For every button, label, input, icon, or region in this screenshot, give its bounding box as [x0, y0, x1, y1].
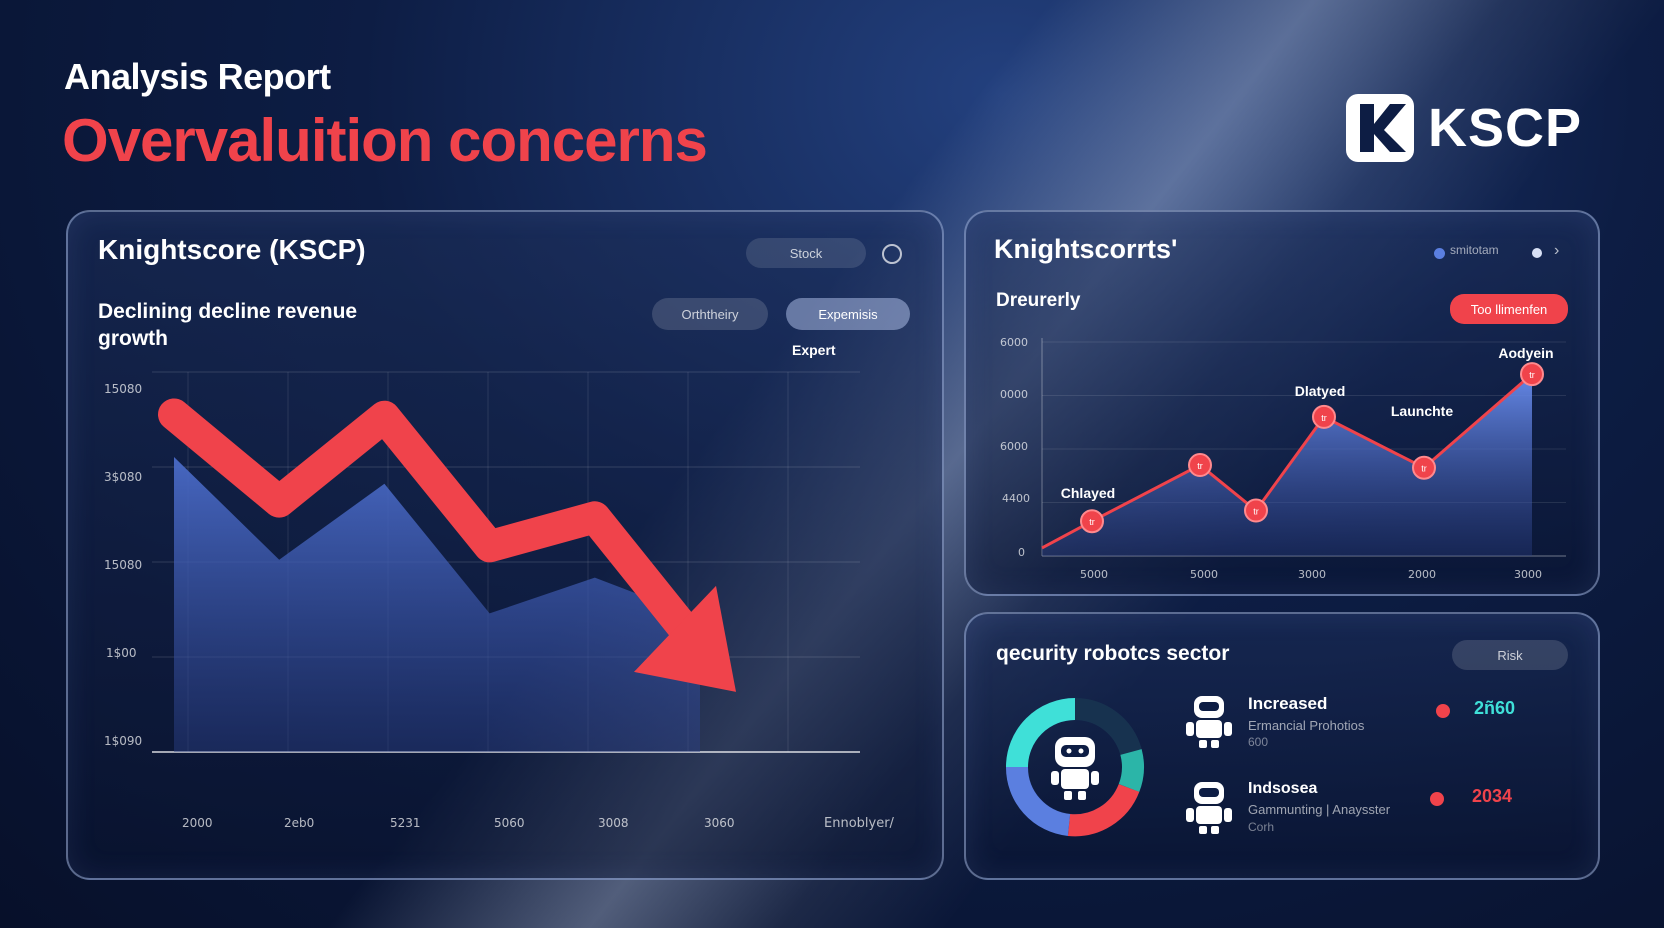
data-point-label: tr	[1253, 507, 1259, 517]
logo-text: KSCP	[1428, 98, 1583, 158]
item-value: 2ñ60	[1474, 698, 1516, 718]
risk-chip-label: Risk	[1497, 647, 1523, 663]
y-tick: 6000	[1000, 440, 1028, 453]
kscp-revenue-panel: Knightscore (KSCP) Stock Declining decli…	[66, 210, 944, 880]
section-label: Dreurerly	[996, 290, 1081, 311]
item-subtitle: 600	[1248, 735, 1269, 749]
x-tick: 3000	[1514, 568, 1542, 581]
sector-donut-chart	[1005, 698, 1144, 837]
data-point	[1520, 362, 1544, 387]
area-series	[1042, 374, 1532, 556]
subtitle-line-2: growth	[98, 327, 168, 350]
toggle-expemisis[interactable]: Expemisis	[786, 298, 910, 330]
toggle-orththeiry[interactable]: Orththeiry	[652, 298, 768, 330]
x-tick: 3008	[598, 816, 629, 830]
data-point	[1412, 455, 1436, 480]
x-tick: 2eb0	[284, 816, 315, 830]
stock-chip[interactable]: Stock	[746, 238, 866, 268]
y-tick: 1$090	[104, 734, 143, 748]
chart-annotation: Aodyein	[1498, 345, 1553, 361]
alert-badge-label: Too llimenfen	[1470, 301, 1548, 317]
chart-annotation: Dlatyed	[1295, 383, 1346, 399]
y-tick: 6000	[1000, 336, 1028, 349]
subtitle-line-1: Declining decline revenue	[98, 300, 358, 323]
data-point	[1188, 453, 1212, 478]
item-subtitle: Gammunting | Anaysster	[1248, 802, 1391, 817]
kscp-logo: KSCP	[1346, 94, 1582, 162]
item-value: 2034	[1472, 786, 1513, 806]
y-tick: 1$00	[106, 646, 137, 660]
report-kicker: Analysis Report	[64, 56, 331, 97]
status-dot-icon	[1436, 704, 1450, 718]
data-point	[1312, 404, 1336, 429]
risk-chip[interactable]: Risk	[1452, 640, 1568, 670]
robot-icon	[1186, 782, 1232, 834]
logo-k-icon	[1346, 94, 1414, 162]
item-title: Increased	[1248, 694, 1328, 713]
chevron-right-icon[interactable]: ›	[1554, 242, 1560, 259]
report-title: Overvaluition concerns	[62, 107, 708, 174]
toggle-orththeiry-label: Orththeiry	[681, 306, 739, 322]
item-subtitle: Corh	[1248, 820, 1275, 834]
y-tick: 3$080	[104, 470, 143, 484]
data-point	[1080, 509, 1104, 534]
data-point-label: tr	[1321, 413, 1327, 423]
data-point	[1244, 498, 1268, 523]
x-tick: 2000	[182, 816, 213, 830]
chart-annotation: Chlayed	[1061, 485, 1115, 501]
data-point-label: tr	[1421, 464, 1427, 474]
stock-chip-label: Stock	[789, 245, 823, 261]
data-point-label: tr	[1529, 370, 1535, 380]
chart-annotation: Launchte	[1391, 403, 1453, 419]
donut-segment	[1118, 749, 1144, 792]
donut-segment	[1006, 698, 1076, 768]
alert-badge[interactable]: Too llimenfen	[1450, 294, 1568, 324]
trend-arrow-line	[158, 398, 706, 652]
security-robotics-panel: qecurity robotcs sector Risk Inc	[964, 612, 1600, 880]
status-dot-icon	[1430, 792, 1444, 806]
sector-item[interactable]: Indsosea Gammunting | Anaysster Corh 203…	[1182, 778, 1572, 844]
area-series	[174, 456, 700, 752]
x-tick: Ennoblyer/	[824, 816, 894, 831]
x-tick: 5000	[1190, 568, 1218, 581]
y-tick: 15080	[104, 558, 143, 572]
y-tick: 15080	[104, 382, 143, 396]
donut-segment	[1067, 783, 1140, 837]
line-chart: tr tr tr tr tr tr Chlayed Dlatyed Launchte Aodyei…	[1041, 338, 1566, 557]
expert-label: Expert	[792, 342, 836, 358]
item-title: Indsosea	[1248, 780, 1318, 797]
panel-title: qecurity robotcs sector	[996, 642, 1230, 665]
knightscorrts-panel: Knightscorrts' smitotam › Dreurerly Too …	[964, 210, 1600, 596]
chart-subtitle: Declining decline revenue growth	[98, 298, 357, 352]
x-tick: 3000	[1298, 568, 1326, 581]
donut-segment	[1005, 766, 1071, 836]
legend-dot-icon	[1532, 248, 1542, 258]
y-tick: 4400	[1002, 492, 1030, 505]
x-tick: 3060	[704, 816, 735, 830]
y-tick: 0000	[1000, 388, 1028, 401]
data-point-label: tr	[1197, 461, 1203, 471]
x-tick: 5231	[390, 816, 421, 830]
settings-icon[interactable]	[882, 244, 902, 264]
sector-item[interactable]: Increased Ermancial Prohotios 600 2ñ60	[1182, 692, 1572, 758]
robot-icon	[1186, 696, 1232, 748]
item-subtitle: Ermancial Prohotios	[1248, 718, 1365, 733]
robot-icon	[1051, 737, 1099, 800]
data-point-label: tr	[1089, 517, 1095, 527]
y-tick: 0	[1018, 546, 1025, 559]
x-tick: 5000	[1080, 568, 1108, 581]
legend-dot-icon	[1434, 248, 1445, 259]
donut-segment	[1074, 698, 1142, 756]
panel-title: Knightscorrts'	[994, 234, 1178, 264]
panel-title: Knightscore (KSCP)	[98, 234, 366, 265]
revenue-chart	[152, 371, 860, 753]
x-tick: 5060	[494, 816, 525, 830]
legend-label: smitotam	[1450, 243, 1499, 257]
toggle-expemisis-label: Expemisis	[818, 306, 878, 322]
trend-arrow-head	[634, 585, 736, 692]
x-tick: 2000	[1408, 568, 1436, 581]
